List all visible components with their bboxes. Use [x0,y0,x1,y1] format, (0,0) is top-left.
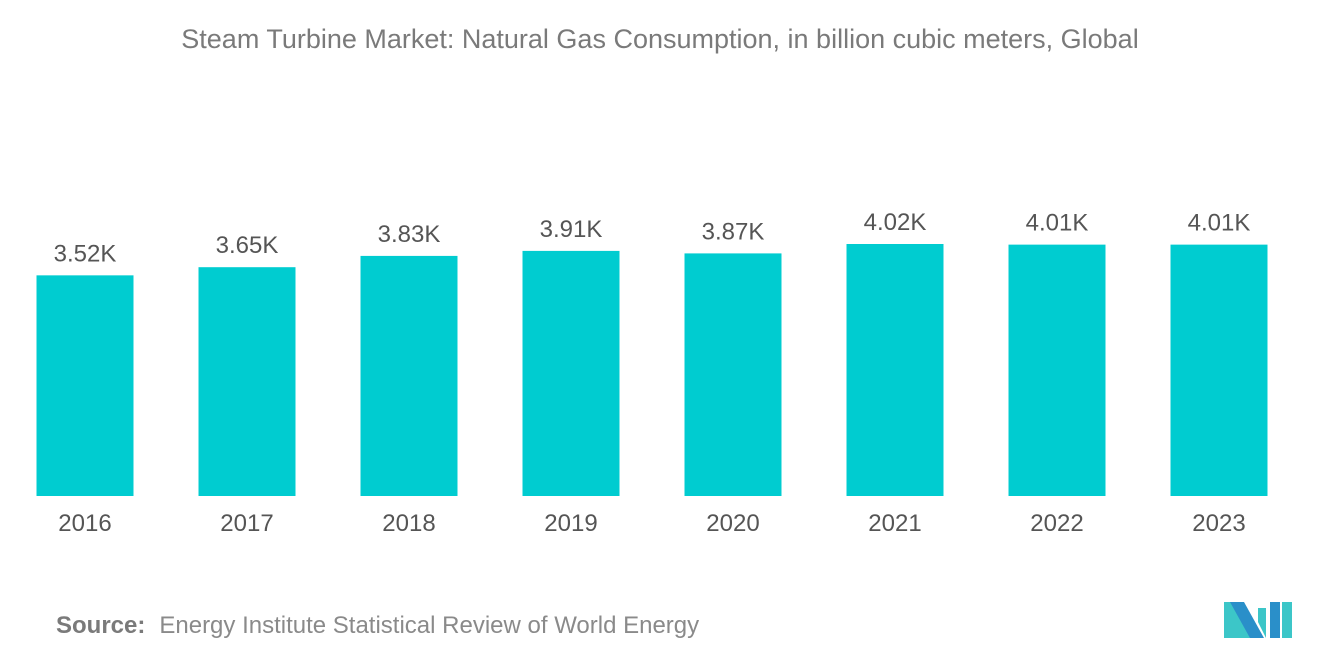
data-label-2022: 4.01K [1026,210,1089,237]
x-tick-label-2021: 2021 [868,510,921,537]
source-label: Source: [56,612,146,639]
bar-2023 [1170,244,1268,496]
bar-2021 [846,244,944,496]
bar-chart: 3.52K 2016 3.65K 2017 3.83K 2018 3.91K 2019 3.87… [36,209,1268,537]
x-tick-label-2016: 2016 [58,510,111,537]
x-tick-label-2023: 2023 [1192,510,1245,537]
data-label-2019: 3.91K [540,216,603,243]
bar-2016 [36,275,134,496]
data-label-2018: 3.83K [378,221,441,248]
x-tick-label-2017: 2017 [220,510,273,537]
x-tick-label-2018: 2018 [382,510,435,537]
bar-2018 [360,255,458,496]
data-label-2023: 4.01K [1188,210,1251,237]
bar-2022 [1008,244,1106,496]
bar-2019 [522,250,620,496]
bar-2020 [684,253,782,496]
data-label-2021: 4.02K [864,209,927,236]
x-tick-label-2019: 2019 [544,510,597,537]
bar-2017 [198,267,296,496]
data-label-2016: 3.52K [54,240,117,267]
chart-title: Steam Turbine Market: Natural Gas Consum… [181,24,1139,54]
data-label-2020: 3.87K [702,218,765,245]
source-note: Source: Energy Institute Statistical Revi… [56,612,699,640]
source-text: Energy Institute Statistical Review of W… [159,612,700,639]
x-tick-label-2020: 2020 [706,510,759,537]
data-label-2017: 3.65K [216,232,279,259]
x-tick-label-2022: 2022 [1030,510,1083,537]
logo-icon [1224,602,1292,638]
